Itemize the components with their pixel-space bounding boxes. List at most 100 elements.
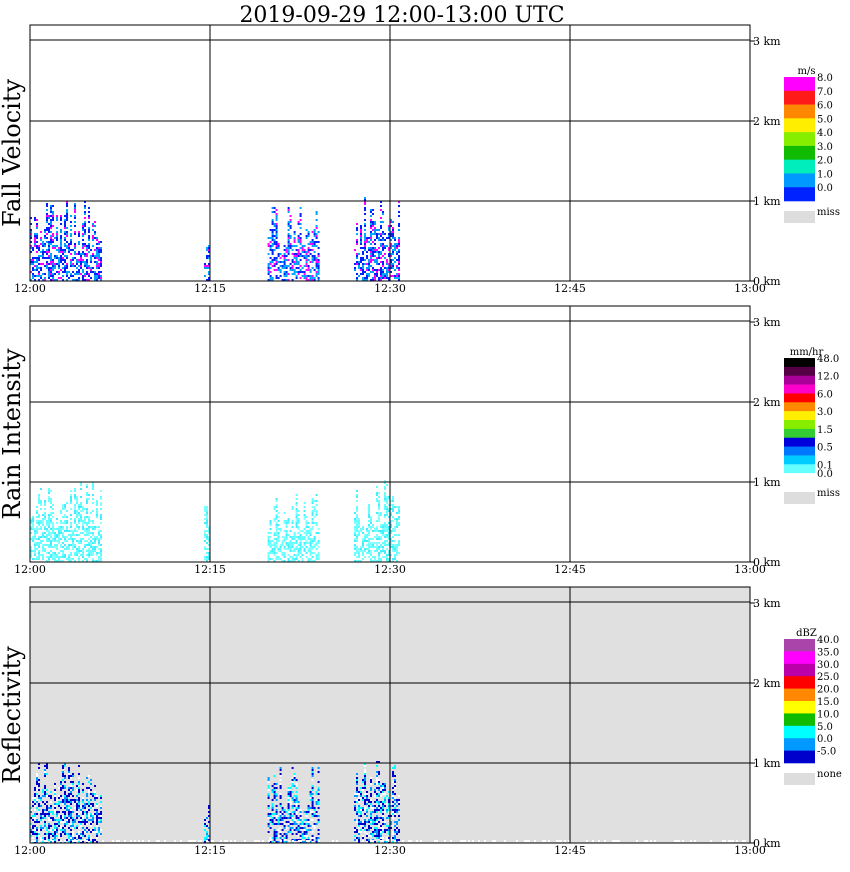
colorbar-miss-label: miss bbox=[817, 488, 840, 499]
echo-pixel bbox=[281, 279, 284, 281]
echo-pixel bbox=[92, 239, 94, 241]
echo-pixel bbox=[372, 544, 374, 546]
echo-pixel bbox=[396, 550, 398, 552]
echo-pixel bbox=[378, 251, 380, 253]
echo-pixel bbox=[54, 837, 56, 839]
echo-pixel bbox=[289, 243, 292, 245]
echo-pixel bbox=[96, 279, 98, 281]
echo-pixel bbox=[378, 805, 380, 807]
echo-pixel bbox=[269, 528, 272, 530]
echo-pixel bbox=[360, 560, 362, 562]
echo-pixel bbox=[396, 841, 398, 843]
echo-pixel bbox=[48, 817, 50, 819]
echo-pixel bbox=[283, 825, 286, 827]
echo-pixel bbox=[311, 510, 314, 512]
echo-pixel bbox=[283, 556, 286, 558]
echo-pixel bbox=[42, 253, 44, 255]
echo-pixel bbox=[295, 554, 298, 556]
echo-pixel bbox=[307, 265, 310, 267]
echo-pixel bbox=[46, 265, 48, 267]
echo-pixel bbox=[267, 787, 270, 789]
echo-pixel bbox=[384, 504, 386, 506]
echo-pixel bbox=[305, 269, 308, 271]
echo-pixel bbox=[32, 277, 34, 279]
echo-pixel bbox=[94, 785, 96, 787]
echo-pixel bbox=[386, 502, 388, 504]
echo-pixel bbox=[66, 235, 68, 237]
echo-pixel bbox=[295, 827, 298, 829]
echo-pixel bbox=[374, 221, 376, 223]
echo-pixel bbox=[208, 538, 210, 540]
echo-pixel bbox=[84, 265, 86, 267]
echo-pixel bbox=[74, 265, 76, 267]
echo-pixel bbox=[68, 801, 70, 803]
echo-pixel bbox=[30, 546, 32, 548]
echo-pixel bbox=[98, 275, 100, 277]
echo-pixel bbox=[370, 835, 372, 837]
echo-pixel bbox=[94, 273, 96, 275]
echo-pixel bbox=[70, 490, 72, 492]
echo-pixel bbox=[396, 839, 398, 841]
echo-pixel bbox=[376, 550, 378, 552]
colorbar-swatch bbox=[784, 639, 815, 652]
echo-pixel bbox=[289, 221, 292, 223]
echo-pixel bbox=[315, 510, 318, 512]
echo-pixel bbox=[370, 279, 372, 281]
echo-pixel bbox=[315, 225, 318, 227]
echo-pixel bbox=[78, 781, 80, 783]
echo-pixel bbox=[96, 823, 98, 825]
echo-pixel bbox=[378, 841, 380, 843]
echo-pixel bbox=[44, 809, 46, 811]
panel-label: Reflectivity bbox=[0, 646, 26, 784]
echo-pixel bbox=[315, 271, 318, 273]
echo-pixel bbox=[30, 247, 32, 249]
echo-pixel bbox=[98, 249, 100, 251]
echo-pixel bbox=[392, 781, 394, 783]
echo-pixel bbox=[76, 817, 78, 819]
echo-pixel bbox=[52, 235, 54, 237]
echo-pixel bbox=[305, 524, 308, 526]
echo-pixel bbox=[52, 813, 54, 815]
echo-pixel bbox=[370, 257, 372, 259]
echo-pixel bbox=[273, 532, 276, 534]
echo-pixel bbox=[388, 791, 390, 793]
echo-pixel bbox=[88, 809, 90, 811]
echo-pixel bbox=[34, 241, 36, 243]
echo-pixel bbox=[291, 520, 294, 522]
echo-pixel bbox=[82, 245, 84, 247]
echo-pixel bbox=[56, 215, 58, 217]
echo-pixel bbox=[40, 504, 42, 506]
echo-pixel bbox=[54, 819, 56, 821]
clutter-pixel bbox=[288, 840, 290, 842]
echo-pixel bbox=[56, 803, 58, 805]
echo-pixel bbox=[315, 837, 318, 839]
clutter-pixel bbox=[142, 840, 144, 842]
echo-pixel bbox=[62, 552, 64, 554]
echo-pixel bbox=[100, 821, 102, 823]
echo-pixel bbox=[388, 247, 390, 249]
echo-pixel bbox=[78, 797, 80, 799]
echo-pixel bbox=[60, 223, 62, 225]
echo-pixel bbox=[392, 775, 394, 777]
echo-pixel bbox=[208, 544, 210, 546]
echo-pixel bbox=[384, 805, 386, 807]
echo-pixel bbox=[275, 835, 278, 837]
echo-pixel bbox=[356, 500, 358, 502]
echo-pixel bbox=[283, 275, 286, 277]
echo-pixel bbox=[78, 799, 80, 801]
echo-pixel bbox=[388, 237, 390, 239]
echo-pixel bbox=[52, 273, 54, 275]
echo-pixel bbox=[80, 811, 82, 813]
clutter-pixel bbox=[492, 840, 494, 842]
echo-pixel bbox=[42, 518, 44, 520]
echo-pixel bbox=[88, 239, 90, 241]
echo-pixel bbox=[88, 231, 90, 233]
echo-pixel bbox=[56, 823, 58, 825]
echo-pixel bbox=[356, 257, 358, 259]
echo-pixel bbox=[366, 251, 368, 253]
echo-pixel bbox=[82, 799, 84, 801]
echo-pixel bbox=[60, 261, 62, 263]
echo-pixel bbox=[94, 827, 96, 829]
echo-pixel bbox=[84, 508, 86, 510]
echo-pixel bbox=[82, 261, 84, 263]
